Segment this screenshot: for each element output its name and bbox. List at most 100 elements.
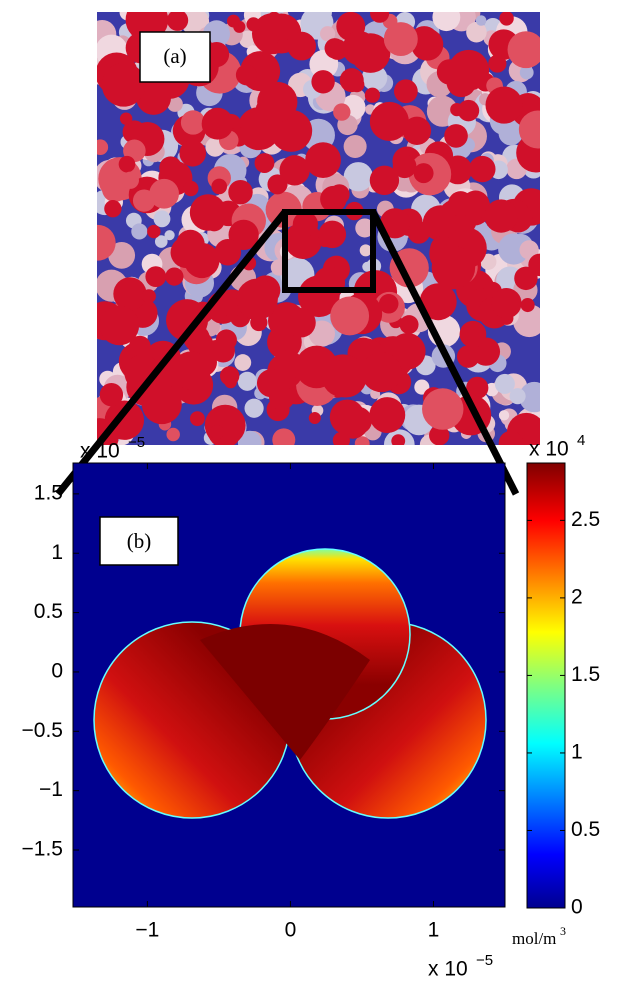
- grain: [244, 398, 264, 418]
- particle: [256, 369, 285, 398]
- particle: [484, 199, 518, 233]
- particle: [491, 288, 522, 319]
- zoom-box: [282, 209, 376, 293]
- particle: [236, 278, 278, 321]
- particle: [361, 352, 402, 393]
- particle: [292, 211, 319, 237]
- particle: [101, 62, 146, 107]
- particle: [122, 120, 146, 144]
- y-tick-label: −0.5: [22, 719, 63, 742]
- colorbar-unit-exponent: 3: [560, 924, 566, 938]
- colorbar-tick-label: 2.5: [571, 508, 600, 531]
- colorbar-tick-label: 0.5: [571, 818, 600, 841]
- grain: [153, 210, 171, 228]
- grain: [343, 134, 367, 159]
- particle: [457, 345, 480, 368]
- particle: [145, 266, 167, 288]
- particle: [305, 142, 341, 179]
- particle: [166, 427, 180, 442]
- grain: [512, 304, 540, 338]
- y-multiplier-exponent: −5: [128, 434, 145, 451]
- particle: [488, 54, 507, 73]
- x-tick-label: −1: [135, 919, 159, 942]
- particle: [342, 31, 377, 66]
- particle: [99, 305, 140, 346]
- particle: [332, 431, 350, 445]
- grain: [131, 223, 148, 240]
- particle: [211, 178, 228, 195]
- particle: [311, 70, 335, 94]
- particle: [330, 296, 370, 336]
- particle: [286, 307, 316, 338]
- particle: [520, 298, 535, 313]
- particle: [399, 315, 419, 335]
- particle: [378, 293, 399, 314]
- particle: [179, 139, 207, 167]
- grain: [509, 388, 526, 405]
- panel-label: (a): [163, 44, 186, 68]
- grain: [238, 30, 257, 48]
- particle: [171, 351, 211, 390]
- grain: [237, 371, 257, 391]
- colorbar-multiplier-exponent: 4: [577, 432, 585, 449]
- particle: [393, 79, 418, 104]
- particle: [165, 267, 184, 286]
- grain: [498, 410, 510, 421]
- particle: [498, 430, 524, 445]
- particle: [379, 208, 411, 239]
- label-box: [99, 516, 179, 566]
- grain: [343, 162, 373, 192]
- colorbar-tick-label: 1: [571, 740, 583, 763]
- grain: [466, 21, 487, 43]
- grain: [164, 230, 175, 241]
- zoom-line: [369, 210, 520, 496]
- particle: [354, 436, 370, 445]
- particle: [466, 376, 489, 399]
- particle: [329, 399, 365, 435]
- grain: [494, 373, 515, 394]
- x-tick-label: 0: [285, 919, 297, 942]
- particle: [383, 22, 418, 57]
- particle: [528, 253, 540, 277]
- grain: [237, 430, 262, 445]
- particle: [235, 64, 257, 86]
- particle: [228, 179, 253, 205]
- particle: [444, 124, 468, 148]
- grain: [432, 12, 461, 32]
- particle: [97, 224, 116, 261]
- grain: [154, 235, 168, 248]
- label-box: [139, 31, 211, 83]
- particle: [254, 54, 278, 78]
- particle: [147, 224, 161, 239]
- grain: [519, 381, 540, 413]
- particle: [214, 239, 242, 266]
- particle: [272, 428, 296, 445]
- x-multiplier-exponent: −5: [476, 952, 493, 969]
- particle: [485, 86, 523, 124]
- particle: [459, 320, 487, 348]
- particle: [224, 375, 237, 389]
- particle: [254, 153, 275, 173]
- particle: [159, 156, 182, 180]
- panel-label: (b): [127, 529, 152, 553]
- grain: [519, 240, 539, 260]
- y-tick-label: 0.5: [34, 600, 63, 623]
- particle: [419, 283, 457, 321]
- particle: [308, 412, 321, 425]
- particle: [246, 17, 261, 32]
- particle: [204, 404, 246, 445]
- y-multiplier: x 10: [80, 440, 120, 463]
- particle: [276, 38, 292, 53]
- particle: [121, 171, 139, 189]
- particle: [287, 31, 316, 61]
- y-tick-label: −1: [39, 778, 63, 801]
- colorbar-tick-label: 0: [571, 896, 583, 919]
- grain: [359, 244, 372, 257]
- particle: [422, 388, 464, 430]
- particle: [183, 180, 199, 197]
- colorbar-tick-label: 1.5: [571, 663, 600, 686]
- grain: [167, 96, 183, 112]
- particle: [113, 277, 147, 311]
- particle: [226, 14, 240, 28]
